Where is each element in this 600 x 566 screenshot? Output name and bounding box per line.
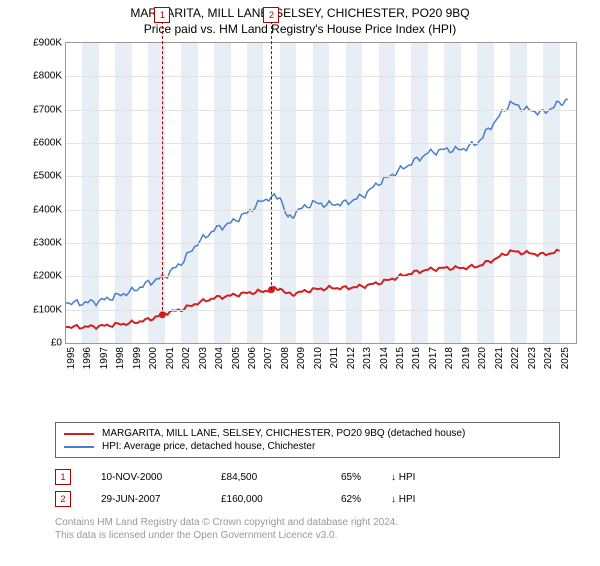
y-tick-label: £900K [33,38,62,49]
x-tick-label: 2012 [346,347,357,369]
y-tick-label: £800K [33,71,62,82]
legend-box: MARGARITA, MILL LANE, SELSEY, CHICHESTER… [55,422,560,458]
x-tick-label: 2016 [411,347,422,369]
y-tick-label: £500K [33,171,62,182]
legend-swatch [64,446,94,448]
gridline [66,110,576,111]
y-tick-label: £200K [33,271,62,282]
sale-price: £160,000 [221,494,291,505]
gridline [66,176,576,177]
gridline [66,243,576,244]
legend-label: HPI: Average price, detached house, Chic… [102,441,315,452]
marker-line [162,21,163,315]
marker-badge: 2 [263,7,279,23]
x-tick-label: 2014 [379,347,390,369]
x-tick-label: 2003 [198,347,209,369]
x-tick-label: 2022 [510,347,521,369]
gridline [66,76,576,77]
gridline [66,310,576,311]
sale-badge: 2 [55,491,71,507]
marker-badge: 1 [154,7,170,23]
x-tick-label: 2001 [165,347,176,369]
x-tick-label: 1999 [132,347,143,369]
x-tick-label: 2019 [461,347,472,369]
legend-row: MARGARITA, MILL LANE, SELSEY, CHICHESTER… [64,427,551,440]
y-tick-label: £100K [33,304,62,315]
x-tick-label: 2000 [148,347,159,369]
sale-arrow: ↓ HPI [391,494,415,505]
sale-row: 1 10-NOV-2000 £84,500 65% ↓ HPI [55,466,560,488]
chart-lines [66,43,576,343]
x-tick-label: 2020 [477,347,488,369]
sale-pct: 62% [321,494,361,505]
x-tick-label: 2009 [296,347,307,369]
attribution-line: Contains HM Land Registry data © Crown c… [55,516,560,529]
x-tick-label: 2018 [444,347,455,369]
x-tick-label: 1997 [99,347,110,369]
gridline [66,276,576,277]
chart-title: MARGARITA, MILL LANE, SELSEY, CHICHESTER… [0,6,600,20]
x-tick-label: 2010 [313,347,324,369]
x-tick-label: 2024 [543,347,554,369]
x-tick-label: 2002 [181,347,192,369]
y-tick-label: £300K [33,238,62,249]
legend-row: HPI: Average price, detached house, Chic… [64,440,551,453]
sale-date: 29-JUN-2007 [101,494,191,505]
sale-date: 10-NOV-2000 [101,472,191,483]
sale-row: 2 29-JUN-2007 £160,000 62% ↓ HPI [55,488,560,510]
x-tick-label: 2008 [280,347,291,369]
y-tick-label: £0 [51,338,62,349]
y-tick-label: £700K [33,104,62,115]
x-tick-label: 1996 [82,347,93,369]
x-tick-label: 2013 [362,347,373,369]
x-tick-label: 2015 [395,347,406,369]
sales-table: 1 10-NOV-2000 £84,500 65% ↓ HPI 2 29-JUN-2007 £… [55,466,560,510]
x-tick-label: 2017 [428,347,439,369]
x-tick-label: 2006 [247,347,258,369]
sale-pct: 65% [321,472,361,483]
chart-area: £0 £100K £200K £300K £400K £500K £600K £700K £80… [20,42,580,382]
attribution-text: Contains HM Land Registry data © Crown c… [55,516,560,542]
gridline [66,210,576,211]
series-property [66,250,560,329]
x-tick-label: 2004 [214,347,225,369]
legend-label: MARGARITA, MILL LANE, SELSEY, CHICHESTER… [102,428,465,439]
x-tick-label: 2025 [560,347,571,369]
x-tick-label: 2007 [263,347,274,369]
legend-swatch [64,433,94,435]
x-tick-label: 2011 [329,347,340,369]
x-tick-label: 2005 [231,347,242,369]
sale-arrow: ↓ HPI [391,472,415,483]
x-tick-label: 1998 [115,347,126,369]
x-tick-label: 1995 [66,347,77,369]
x-tick-label: 2021 [494,347,505,369]
x-tick-label: 2023 [527,347,538,369]
attribution-line: This data is licensed under the Open Gov… [55,529,560,542]
sale-badge: 1 [55,469,71,485]
sale-price: £84,500 [221,472,291,483]
gridline [66,143,576,144]
y-tick-label: £400K [33,204,62,215]
series-hpi [66,99,568,305]
plot-region: £0£100K£200K£300K£400K£500K£600K£700K£80… [65,42,577,344]
chart-subtitle: Price paid vs. HM Land Registry's House … [0,22,600,36]
marker-line [271,21,272,290]
y-tick-label: £600K [33,138,62,149]
